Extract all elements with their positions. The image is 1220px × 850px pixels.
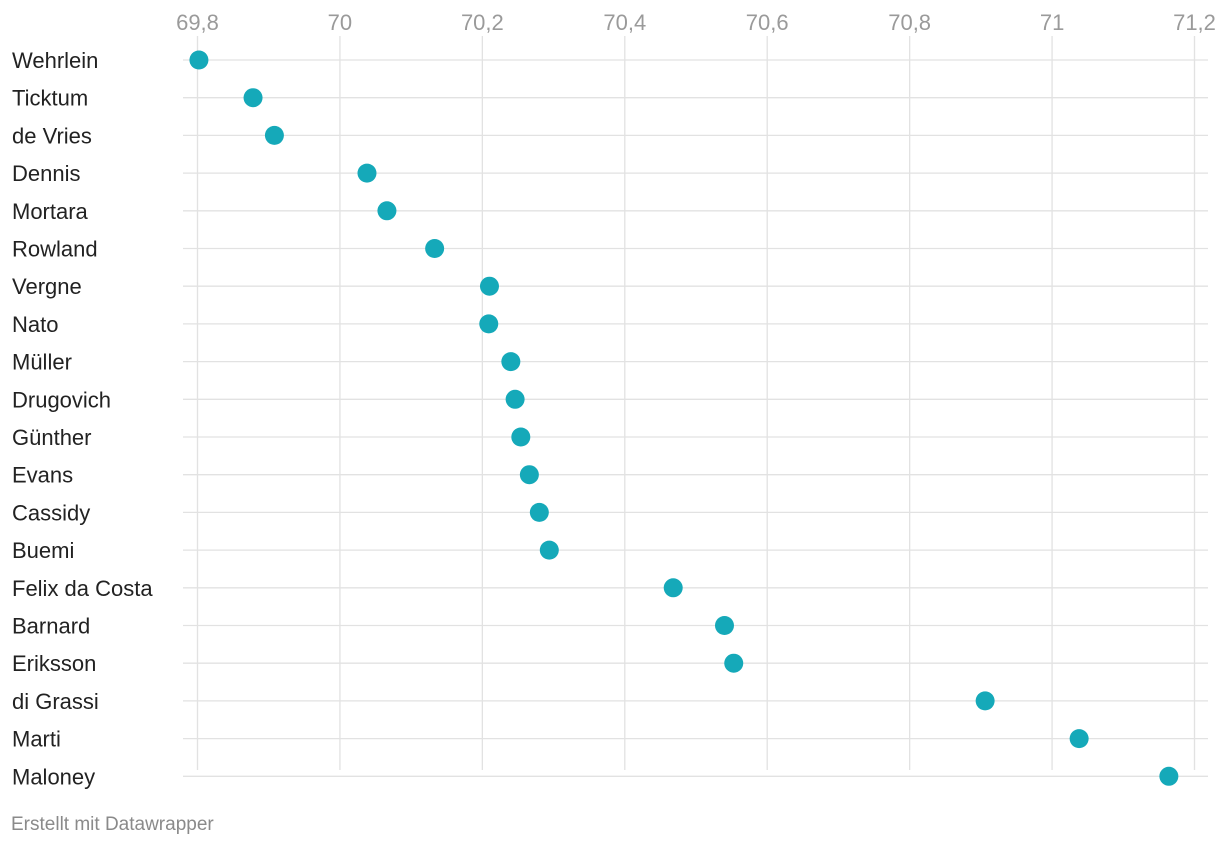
data-point xyxy=(511,427,531,447)
data-point xyxy=(1069,729,1089,749)
category-label: Vergne xyxy=(12,274,82,299)
x-tick-label: 71,2 xyxy=(1173,10,1216,35)
category-label: Günther xyxy=(12,425,92,450)
data-point xyxy=(479,314,499,334)
data-point xyxy=(264,125,284,145)
data-point xyxy=(529,502,549,522)
category-label: Marti xyxy=(12,727,61,752)
x-tick-label: 71 xyxy=(1040,10,1064,35)
category-label: Müller xyxy=(12,350,72,375)
data-point xyxy=(714,616,734,635)
category-label: Maloney xyxy=(12,764,95,789)
data-point xyxy=(357,163,377,183)
data-point xyxy=(377,201,397,221)
data-point xyxy=(425,239,445,258)
x-tick-label: 70,6 xyxy=(746,10,789,35)
category-label: Buemi xyxy=(12,538,74,563)
category-label: di Grassi xyxy=(12,689,99,714)
category-label: Ticktum xyxy=(12,86,88,111)
data-point xyxy=(1159,766,1179,786)
category-label: Drugovich xyxy=(12,387,111,412)
grid-lines xyxy=(183,36,1208,777)
category-label: Dennis xyxy=(12,161,80,186)
category-label: Barnard xyxy=(12,614,90,639)
category-label: de Vries xyxy=(12,123,92,148)
x-tick-label: 69,8 xyxy=(176,10,219,35)
data-points xyxy=(189,50,1179,786)
category-label: Cassidy xyxy=(12,500,90,525)
data-point xyxy=(243,88,263,108)
category-label: Felix da Costa xyxy=(12,576,153,601)
data-point xyxy=(479,276,499,296)
credit-text: Erstellt mit Datawrapper xyxy=(11,814,214,835)
data-point xyxy=(189,50,209,70)
category-labels: Wehrlein Ticktum de Vries Dennis Mortara Rowl… xyxy=(12,48,153,789)
category-label: Mortara xyxy=(12,199,89,224)
x-tick-label: 70,2 xyxy=(461,10,504,35)
category-label: Wehrlein xyxy=(12,48,98,73)
category-label: Eriksson xyxy=(12,651,96,676)
category-label: Rowland xyxy=(12,237,98,262)
category-label: Nato xyxy=(12,312,58,337)
data-point xyxy=(505,389,525,409)
x-tick-label: 70,8 xyxy=(888,10,931,35)
data-point xyxy=(519,465,539,485)
data-point xyxy=(501,352,521,372)
data-point xyxy=(724,653,744,673)
dot-plot-chart: 69,8 70 70,2 70,4 70,6 70,8 71 71,2 Wehrlein Tic… xyxy=(12,10,1216,789)
x-tick-label: 70,4 xyxy=(603,10,646,35)
x-axis-ticks: 69,8 70 70,2 70,4 70,6 70,8 71 71,2 xyxy=(176,10,1216,35)
x-tick-label: 70 xyxy=(328,10,352,35)
data-point xyxy=(975,691,995,711)
category-label: Evans xyxy=(12,463,73,488)
data-point xyxy=(539,540,559,560)
data-point xyxy=(663,578,683,598)
